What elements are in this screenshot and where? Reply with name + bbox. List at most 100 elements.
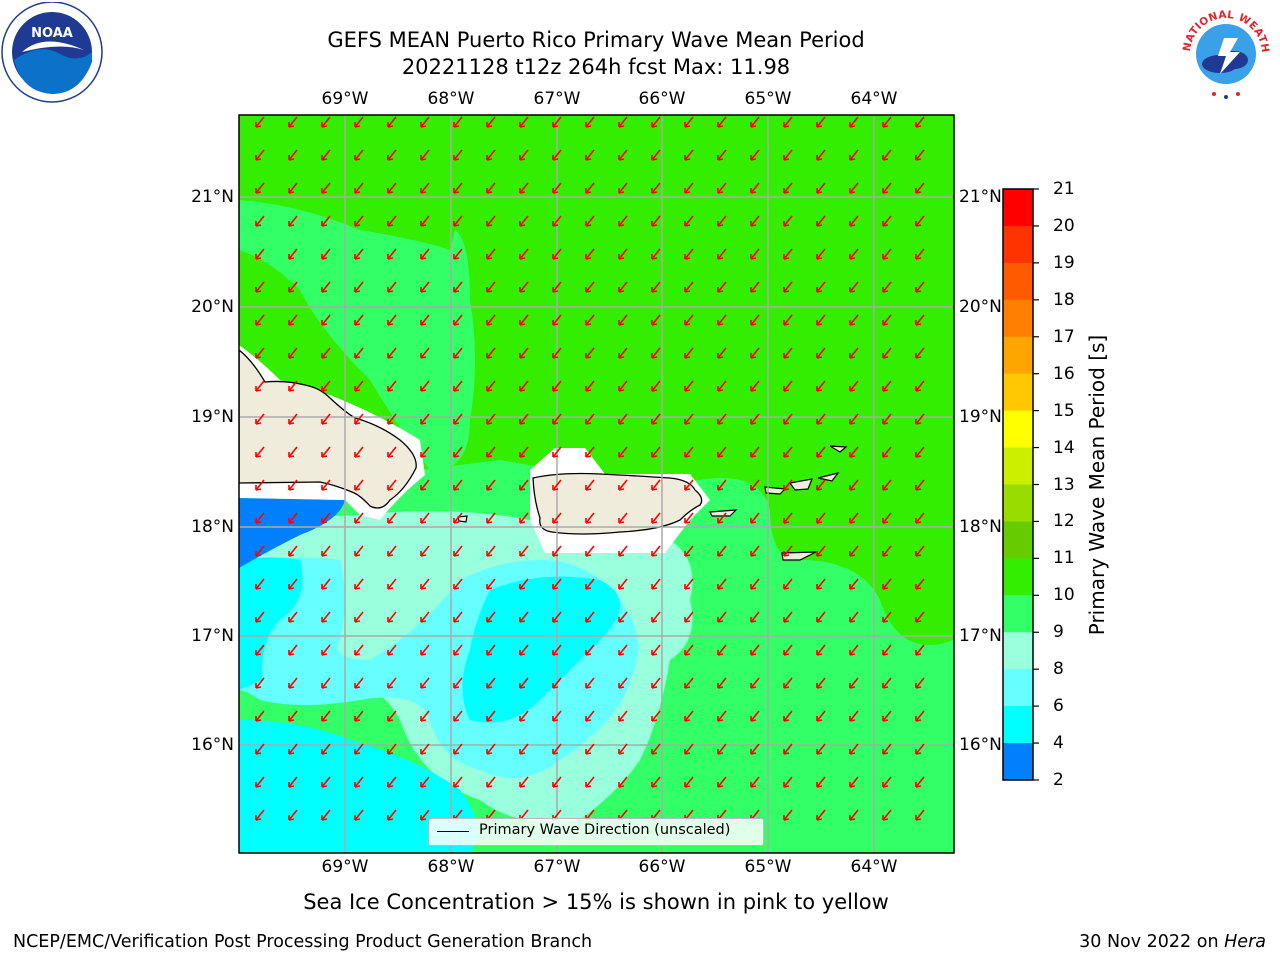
wave-arrow (420, 413, 430, 425)
wave-arrow (717, 479, 727, 491)
wave-arrow (453, 215, 463, 227)
wave-arrow (255, 710, 265, 722)
wave-arrow (684, 644, 694, 656)
wave-arrow (882, 413, 892, 425)
wave-arrow (783, 380, 793, 392)
wave-arrow (915, 116, 925, 128)
wave-arrow (882, 776, 892, 788)
colorbar-tick-label: 9 (1053, 622, 1064, 643)
wave-arrow (453, 578, 463, 590)
lon-tick-top: 68°W (427, 89, 475, 109)
wave-arrow (486, 710, 496, 722)
wave-arrow (255, 314, 265, 326)
lon-tick-bottom: 67°W (533, 857, 581, 877)
wave-arrow (651, 413, 661, 425)
wave-arrow (585, 281, 595, 293)
wave-arrow (387, 545, 397, 557)
wave-arrow (915, 446, 925, 458)
wave-period-field (239, 115, 954, 853)
wave-arrow (486, 281, 496, 293)
wave-arrow (915, 149, 925, 161)
wave-arrow (519, 281, 529, 293)
wave-arrow (915, 611, 925, 623)
wave-arrow (321, 644, 331, 656)
wave-arrow (849, 413, 859, 425)
wave-arrow (684, 512, 694, 524)
wave-arrow (387, 512, 397, 524)
wave-arrow (354, 743, 364, 755)
wave-arrow (882, 809, 892, 821)
colorbar-tick-label: 14 (1053, 437, 1075, 458)
wave-arrow (717, 347, 727, 359)
field-light-green-north (239, 200, 475, 470)
wave-arrow (552, 248, 562, 260)
colorbar-band (1003, 484, 1033, 522)
wave-arrow (552, 479, 562, 491)
wave-arrow (717, 380, 727, 392)
wave-arrow (486, 446, 496, 458)
wave-arrow (816, 248, 826, 260)
wave-arrow (552, 281, 562, 293)
lon-tick-top: 67°W (533, 89, 581, 109)
colorbar-band (1003, 521, 1033, 559)
wave-arrow (915, 710, 925, 722)
wave-arrow (618, 743, 628, 755)
wave-arrow (816, 446, 826, 458)
wave-arrow (618, 347, 628, 359)
wave-arrow (915, 413, 925, 425)
wave-arrow (486, 248, 496, 260)
colorbar-tick-label: 20 (1053, 215, 1075, 236)
wave-arrow (717, 677, 727, 689)
wave-arrow (750, 479, 760, 491)
wave-arrow (882, 578, 892, 590)
wave-arrow (882, 743, 892, 755)
wave-arrow (717, 314, 727, 326)
wave-arrow (750, 116, 760, 128)
wave-arrow (750, 248, 760, 260)
wave-arrow (288, 545, 298, 557)
wave-arrow (354, 578, 364, 590)
wave-arrow (321, 776, 331, 788)
wave-arrow (684, 215, 694, 227)
wave-arrow (684, 116, 694, 128)
wave-arrow (816, 314, 826, 326)
wave-arrow (585, 413, 595, 425)
wave-arrow (519, 743, 529, 755)
wave-arrow (783, 413, 793, 425)
wave-arrow (882, 149, 892, 161)
wave-arrow (651, 545, 661, 557)
wave-arrow (453, 380, 463, 392)
legend: Primary Wave Direction (unscaled) (428, 818, 764, 846)
wave-arrow (288, 215, 298, 227)
wave-arrow (387, 347, 397, 359)
map-frame (238, 114, 955, 854)
wave-arrow (816, 644, 826, 656)
wave-arrow (255, 512, 265, 524)
wave-arrow (915, 644, 925, 656)
wave-arrow (519, 710, 529, 722)
wave-arrow (552, 116, 562, 128)
wave-arrow (354, 116, 364, 128)
wave-arrow (882, 281, 892, 293)
wave-arrow (420, 149, 430, 161)
wave-arrow (783, 809, 793, 821)
wave-arrow (453, 446, 463, 458)
wave-arrow (255, 413, 265, 425)
wave-arrow (288, 182, 298, 194)
wave-arrow (387, 380, 397, 392)
lat-tick-right: 16°N (959, 735, 1002, 755)
colorbar-tick-label: 10 (1053, 585, 1075, 606)
wave-arrow (816, 776, 826, 788)
wave-arrow (354, 710, 364, 722)
wave-arrow (486, 116, 496, 128)
wave-arrow (288, 677, 298, 689)
wave-arrow (882, 215, 892, 227)
wave-arrow (915, 776, 925, 788)
wave-arrow (651, 314, 661, 326)
wave-arrow (420, 281, 430, 293)
wave-arrow (717, 281, 727, 293)
wave-arrow (453, 776, 463, 788)
wave-arrow (882, 116, 892, 128)
wave-arrow (585, 677, 595, 689)
wave-arrow (288, 776, 298, 788)
